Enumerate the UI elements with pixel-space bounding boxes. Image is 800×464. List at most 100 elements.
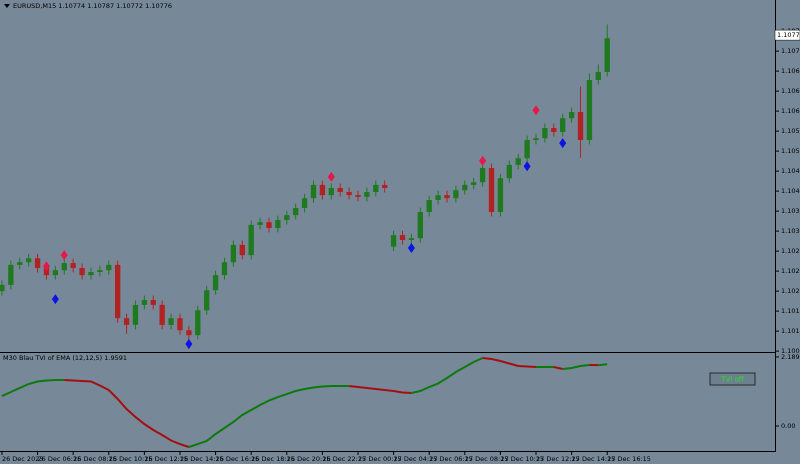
x-tick-label: 27 Dec 14:15 xyxy=(572,455,616,463)
signal-diamond xyxy=(559,138,567,149)
candle-body xyxy=(34,258,41,268)
x-tick-label: 27 Dec 12:15 xyxy=(536,455,580,463)
signal-diamond xyxy=(523,161,531,172)
indicator-line xyxy=(553,366,563,370)
indicator-line xyxy=(598,363,608,367)
candle-body xyxy=(382,184,388,188)
candle-body xyxy=(373,184,379,192)
y-tick-label: 1.10515 xyxy=(781,147,800,155)
x-tick-label: 27 Dec 16:15 xyxy=(607,455,651,463)
candle-body xyxy=(586,80,593,140)
candle-body xyxy=(221,262,228,276)
x-tick-label: 26 Dec 10:15 xyxy=(109,455,153,463)
candle-body xyxy=(399,235,406,240)
x-tick-label: 26 Dec 2023 xyxy=(2,455,44,463)
indicator-line xyxy=(1,379,65,397)
candle-body xyxy=(266,222,272,228)
y-tick-label: 0.00 xyxy=(781,422,795,430)
y-tick-label: 2.1892 xyxy=(781,353,800,361)
candle-body xyxy=(488,168,495,212)
y-tick-label: 1.10695 xyxy=(781,67,800,75)
signal-diamond xyxy=(51,294,59,305)
y-tick-label: 1.10740 xyxy=(781,47,800,55)
candle-body xyxy=(212,275,219,291)
candle-body xyxy=(230,244,237,263)
candle-body xyxy=(79,268,85,276)
candle-body xyxy=(123,318,130,325)
y-tick-label: 1.10380 xyxy=(781,207,800,215)
candle-body xyxy=(515,158,521,165)
indicator-line xyxy=(348,385,412,395)
x-tick-label: 26 Dec 06:15 xyxy=(38,455,82,463)
x-tick-label: 26 Dec 22:15 xyxy=(322,455,366,463)
menu-triangle xyxy=(4,4,10,8)
candle-body xyxy=(479,168,486,183)
tvi-button[interactable]: TVI off xyxy=(709,372,756,386)
signal-diamond xyxy=(532,105,540,116)
candle-body xyxy=(106,264,112,271)
candle-body xyxy=(301,198,308,208)
y-tick-label: 1.10650 xyxy=(781,87,800,95)
candle-body xyxy=(52,270,59,276)
candle-body xyxy=(328,188,334,196)
candle-body xyxy=(248,224,254,256)
candle-body xyxy=(426,200,432,212)
candle-body xyxy=(150,300,156,305)
candle-body xyxy=(355,195,361,197)
candle-body xyxy=(453,190,459,199)
candle-body xyxy=(417,212,423,239)
indicator-line xyxy=(482,356,537,369)
y-tick-label: 1.10560 xyxy=(781,127,800,135)
signal-diamond xyxy=(42,261,50,272)
candle-body xyxy=(604,38,610,72)
candle-body xyxy=(542,128,548,139)
candle-body xyxy=(390,235,397,247)
candle-body xyxy=(159,304,165,325)
candle-body xyxy=(435,195,441,200)
indicator-line xyxy=(64,379,190,448)
x-tick-label: 27 Dec 00:15 xyxy=(358,455,402,463)
y-tick-label: 1.10335 xyxy=(781,227,800,235)
x-tick-label: 26 Dec 14:15 xyxy=(180,455,224,463)
y-tick-label: 1.10200 xyxy=(781,287,800,295)
candle-body xyxy=(97,270,103,272)
candle-body xyxy=(141,300,148,305)
x-tick-label: 27 Dec 10:15 xyxy=(500,455,544,463)
candle-body xyxy=(568,112,575,119)
candle-body xyxy=(337,188,343,192)
candle-body xyxy=(114,264,121,319)
x-tick-label: 27 Dec 08:15 xyxy=(465,455,509,463)
candle-body xyxy=(497,178,504,212)
x-tick-label: 26 Dec 16:15 xyxy=(216,455,260,463)
y-tick-label: 1.10245 xyxy=(781,267,800,275)
candle-body xyxy=(577,112,584,140)
candle-body xyxy=(346,192,352,196)
last-price-label: 1.10776 xyxy=(777,31,800,39)
candle-body xyxy=(551,128,557,132)
candle-body xyxy=(595,72,601,80)
chart-title: EURUSD,M15 1.10774 1.10787 1.10772 1.107… xyxy=(13,2,172,10)
signal-diamond xyxy=(60,250,68,261)
indicator-title: M30 Blau TVI of EMA (12,12,5) 1.9591 xyxy=(3,354,127,362)
candle-body xyxy=(319,184,326,196)
signal-diamond xyxy=(327,171,335,182)
tvi-button-label[interactable]: TVI off xyxy=(720,376,744,384)
candle-body xyxy=(284,215,290,220)
indicator-line xyxy=(562,363,590,370)
candle-body xyxy=(364,192,370,197)
candle-body xyxy=(88,272,94,276)
candle-body xyxy=(61,263,67,271)
indicator-line xyxy=(411,357,484,394)
candle-body xyxy=(462,184,468,191)
y-tick-label: 1.10065 xyxy=(781,347,800,355)
candle-body xyxy=(533,138,539,140)
x-tick-label: 26 Dec 18:15 xyxy=(251,455,295,463)
candle-body xyxy=(0,284,5,292)
candle-body xyxy=(471,182,477,185)
candle-body xyxy=(293,208,299,216)
tvi-button-box xyxy=(709,372,756,386)
candle-body xyxy=(25,258,32,263)
candle-body xyxy=(168,318,174,325)
candle-body xyxy=(177,318,183,331)
candle-body xyxy=(257,222,263,225)
